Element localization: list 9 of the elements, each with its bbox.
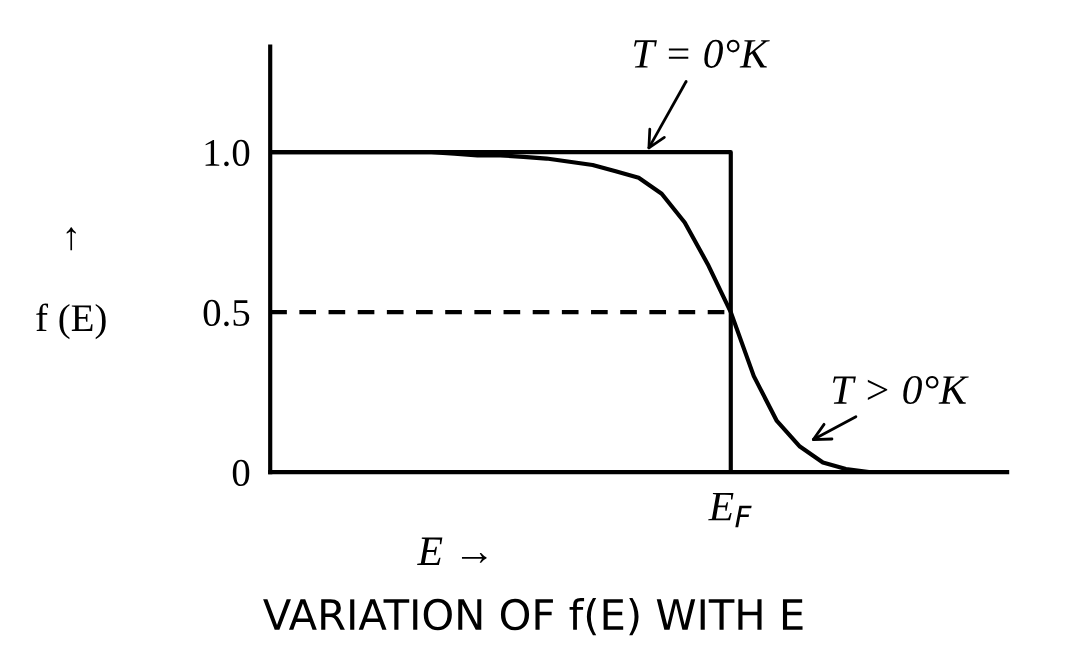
text: VARIATION OF f(E) WITH E xyxy=(263,598,803,636)
y-tick-label: 0.5 xyxy=(203,299,250,327)
annotation: T = 0°K xyxy=(634,39,770,68)
y-tick-label: 0 xyxy=(232,459,250,487)
annotation: T > 0°K xyxy=(832,375,969,405)
x-tick-label: E$_{F}$ xyxy=(708,493,752,528)
y-tick-label: 1.0 xyxy=(205,139,250,167)
text: ↑ f (E) xyxy=(36,227,106,340)
x-axis-title: E → xyxy=(417,537,487,565)
